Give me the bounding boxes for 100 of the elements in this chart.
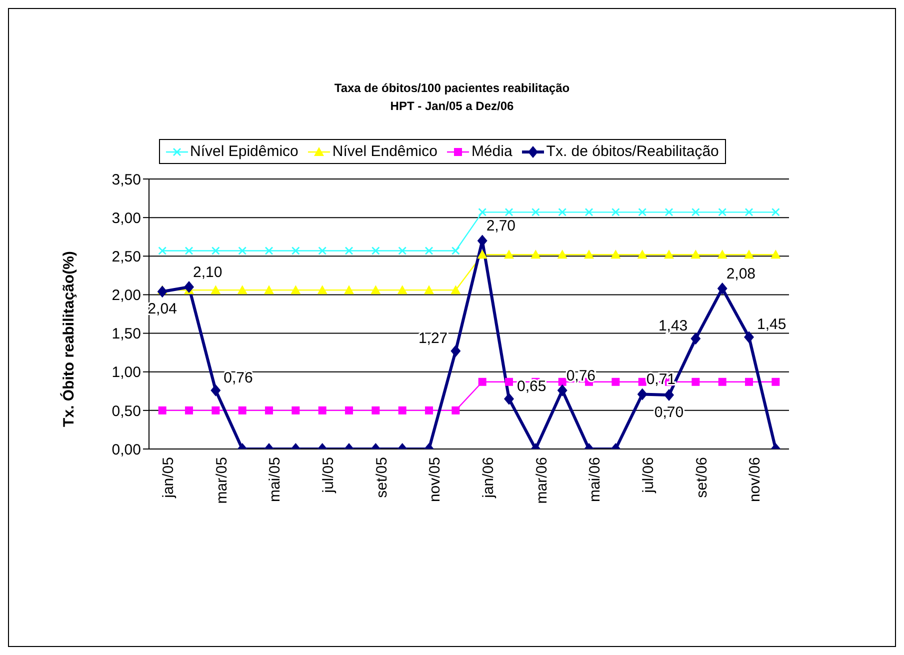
point [425,246,433,255]
x-tick-label: nov/05 [426,457,444,502]
x-tick-label: mai/05 [266,457,284,502]
data-label: 1,45 [757,316,786,334]
point [665,208,673,216]
point [718,378,726,386]
y-tick-label: 3,00 [112,210,141,227]
point [717,282,728,295]
y-tick-label: 0,50 [112,402,141,420]
point [344,285,354,294]
data-label: 2,70 [486,218,516,235]
point [450,285,461,294]
point [397,285,408,294]
data-label: 2,08 [726,266,756,283]
point [452,246,460,255]
x-tick-label: jul/05 [320,457,337,494]
point [744,331,754,344]
y-tick-label: 2,50 [112,248,141,266]
point [505,208,513,216]
chart-title: Taxa de óbitos/100 pacientes reabilitação [333,80,571,97]
y-tick-label: 1,00 [112,364,141,382]
data-label: 0,65 [517,378,546,395]
point [664,389,674,401]
point [158,406,166,414]
point [477,250,488,259]
point [292,406,300,414]
x-tick-label: jan/06 [480,457,497,499]
point [610,250,621,259]
point [664,250,674,259]
point [264,285,274,294]
point [717,250,728,259]
y-axis-title: Tx. Óbito reabilitação(%) [60,251,78,427]
y-tick-label: 1,50 [112,326,141,343]
point [690,332,701,345]
data-label: 0,76 [566,367,596,384]
point [504,250,514,259]
data-label: 2,10 [193,264,222,281]
point [238,406,246,414]
point [212,246,220,255]
point [557,250,568,259]
point [692,208,700,216]
point [210,285,221,294]
point [450,345,461,358]
x-tick-label: mar/05 [213,457,230,504]
point [612,378,620,386]
point [452,406,460,414]
point [690,250,701,259]
point [398,406,406,414]
point [532,208,540,216]
legend-label: Nível Endêmico [332,143,438,160]
point [718,208,726,216]
legend-label: Tx. de óbitos/Reabilitação [546,143,719,160]
x-tick-label: mai/06 [586,457,604,502]
point [637,388,648,400]
x-tick-label: jan/05 [160,457,177,499]
legend-label: Nível Epidêmico [190,143,298,160]
point [772,208,780,216]
point [237,285,248,294]
point [744,250,754,259]
x-tick-label: nov/06 [746,457,764,502]
point [372,246,380,255]
point [185,246,193,255]
point [212,406,220,414]
point [158,246,166,255]
point [478,378,486,386]
point [478,208,486,216]
point [558,378,566,386]
point [370,285,381,294]
point [638,208,646,216]
point [637,250,648,259]
point [745,208,753,216]
point [584,250,594,259]
point [424,285,434,294]
point [318,406,326,414]
point [505,378,513,386]
point [318,246,326,255]
point [345,406,353,414]
point [504,392,514,405]
data-label: 0,76 [224,369,253,386]
point [557,384,568,396]
y-tick-label: 3,50 [112,171,141,188]
x-tick-label: mar/06 [533,457,550,504]
point [292,246,300,255]
point [425,406,433,414]
point [692,378,700,386]
point [770,250,781,259]
point [530,250,541,259]
y-tick-label: 2,00 [112,287,141,304]
data-label: 1,43 [658,318,688,335]
point [290,285,301,294]
point [638,378,646,386]
x-tick-label: set/05 [373,457,390,498]
point [372,406,380,414]
point [317,285,328,294]
point [585,208,593,216]
point [772,378,780,386]
point [265,406,273,414]
point [398,246,406,255]
point [612,208,620,216]
point [185,406,193,414]
